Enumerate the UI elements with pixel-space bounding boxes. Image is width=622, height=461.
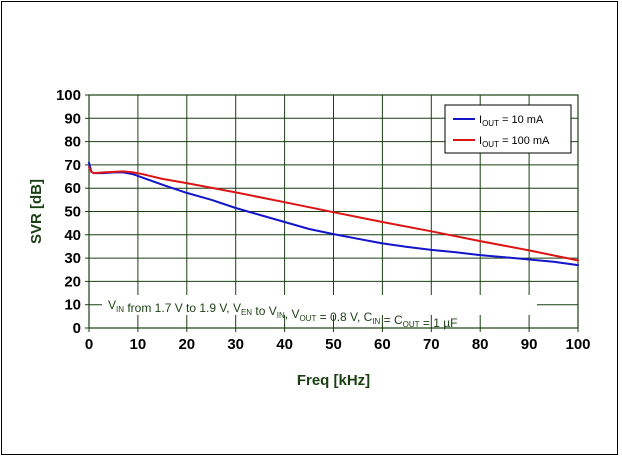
- y-tick-label: 100: [56, 87, 81, 104]
- x-tick-label: 0: [85, 336, 93, 353]
- x-tick-label: 20: [178, 336, 195, 353]
- x-tick-label: 60: [374, 336, 391, 353]
- x-tick-label: 10: [130, 336, 147, 353]
- x-tick-label: 80: [472, 336, 489, 353]
- y-tick-label: 90: [64, 110, 81, 127]
- y-tick-label: 70: [64, 157, 81, 174]
- x-tick-label: 40: [276, 336, 293, 353]
- y-axis-title: SVR [dB]: [28, 179, 45, 244]
- y-tick-label: 40: [64, 227, 81, 244]
- x-tick-label: 90: [521, 336, 538, 353]
- legend-box: [444, 104, 572, 154]
- legend-label-1: IOUT = 10 mA: [479, 114, 544, 128]
- y-tick-label: 20: [64, 273, 81, 290]
- x-axis-title: Freq [kHz]: [297, 372, 370, 389]
- series-line-2: [88, 166, 579, 262]
- x-tick-label: 100: [565, 336, 590, 353]
- y-tick-label: 10: [64, 297, 81, 314]
- y-tick-label: 80: [64, 134, 81, 151]
- x-tick-label: 70: [423, 336, 440, 353]
- y-tick-label: 60: [64, 180, 81, 197]
- y-tick-label: 50: [64, 204, 81, 221]
- x-tick-label: 50: [325, 336, 342, 353]
- y-tick-label: 0: [73, 320, 81, 337]
- y-tick-label: 30: [64, 250, 81, 267]
- annotation-box: [102, 295, 537, 315]
- legend-label-2: IOUT = 100 mA: [479, 135, 550, 149]
- x-tick-label: 30: [227, 336, 244, 353]
- annotation-text: VIN from 1.7 V to 1.9 V, VEN to VIN, VOU…: [108, 298, 457, 330]
- figure-frame: 0 10 20 30 40 50 60 70 80 90 100 0 10 20 30 40 50 60 70 80 9…: [1, 1, 618, 455]
- svr-chart: 0 10 20 30 40 50 60 70 80 90 100 0 10 20 30 40 50 60 70 80 9…: [28, 87, 591, 389]
